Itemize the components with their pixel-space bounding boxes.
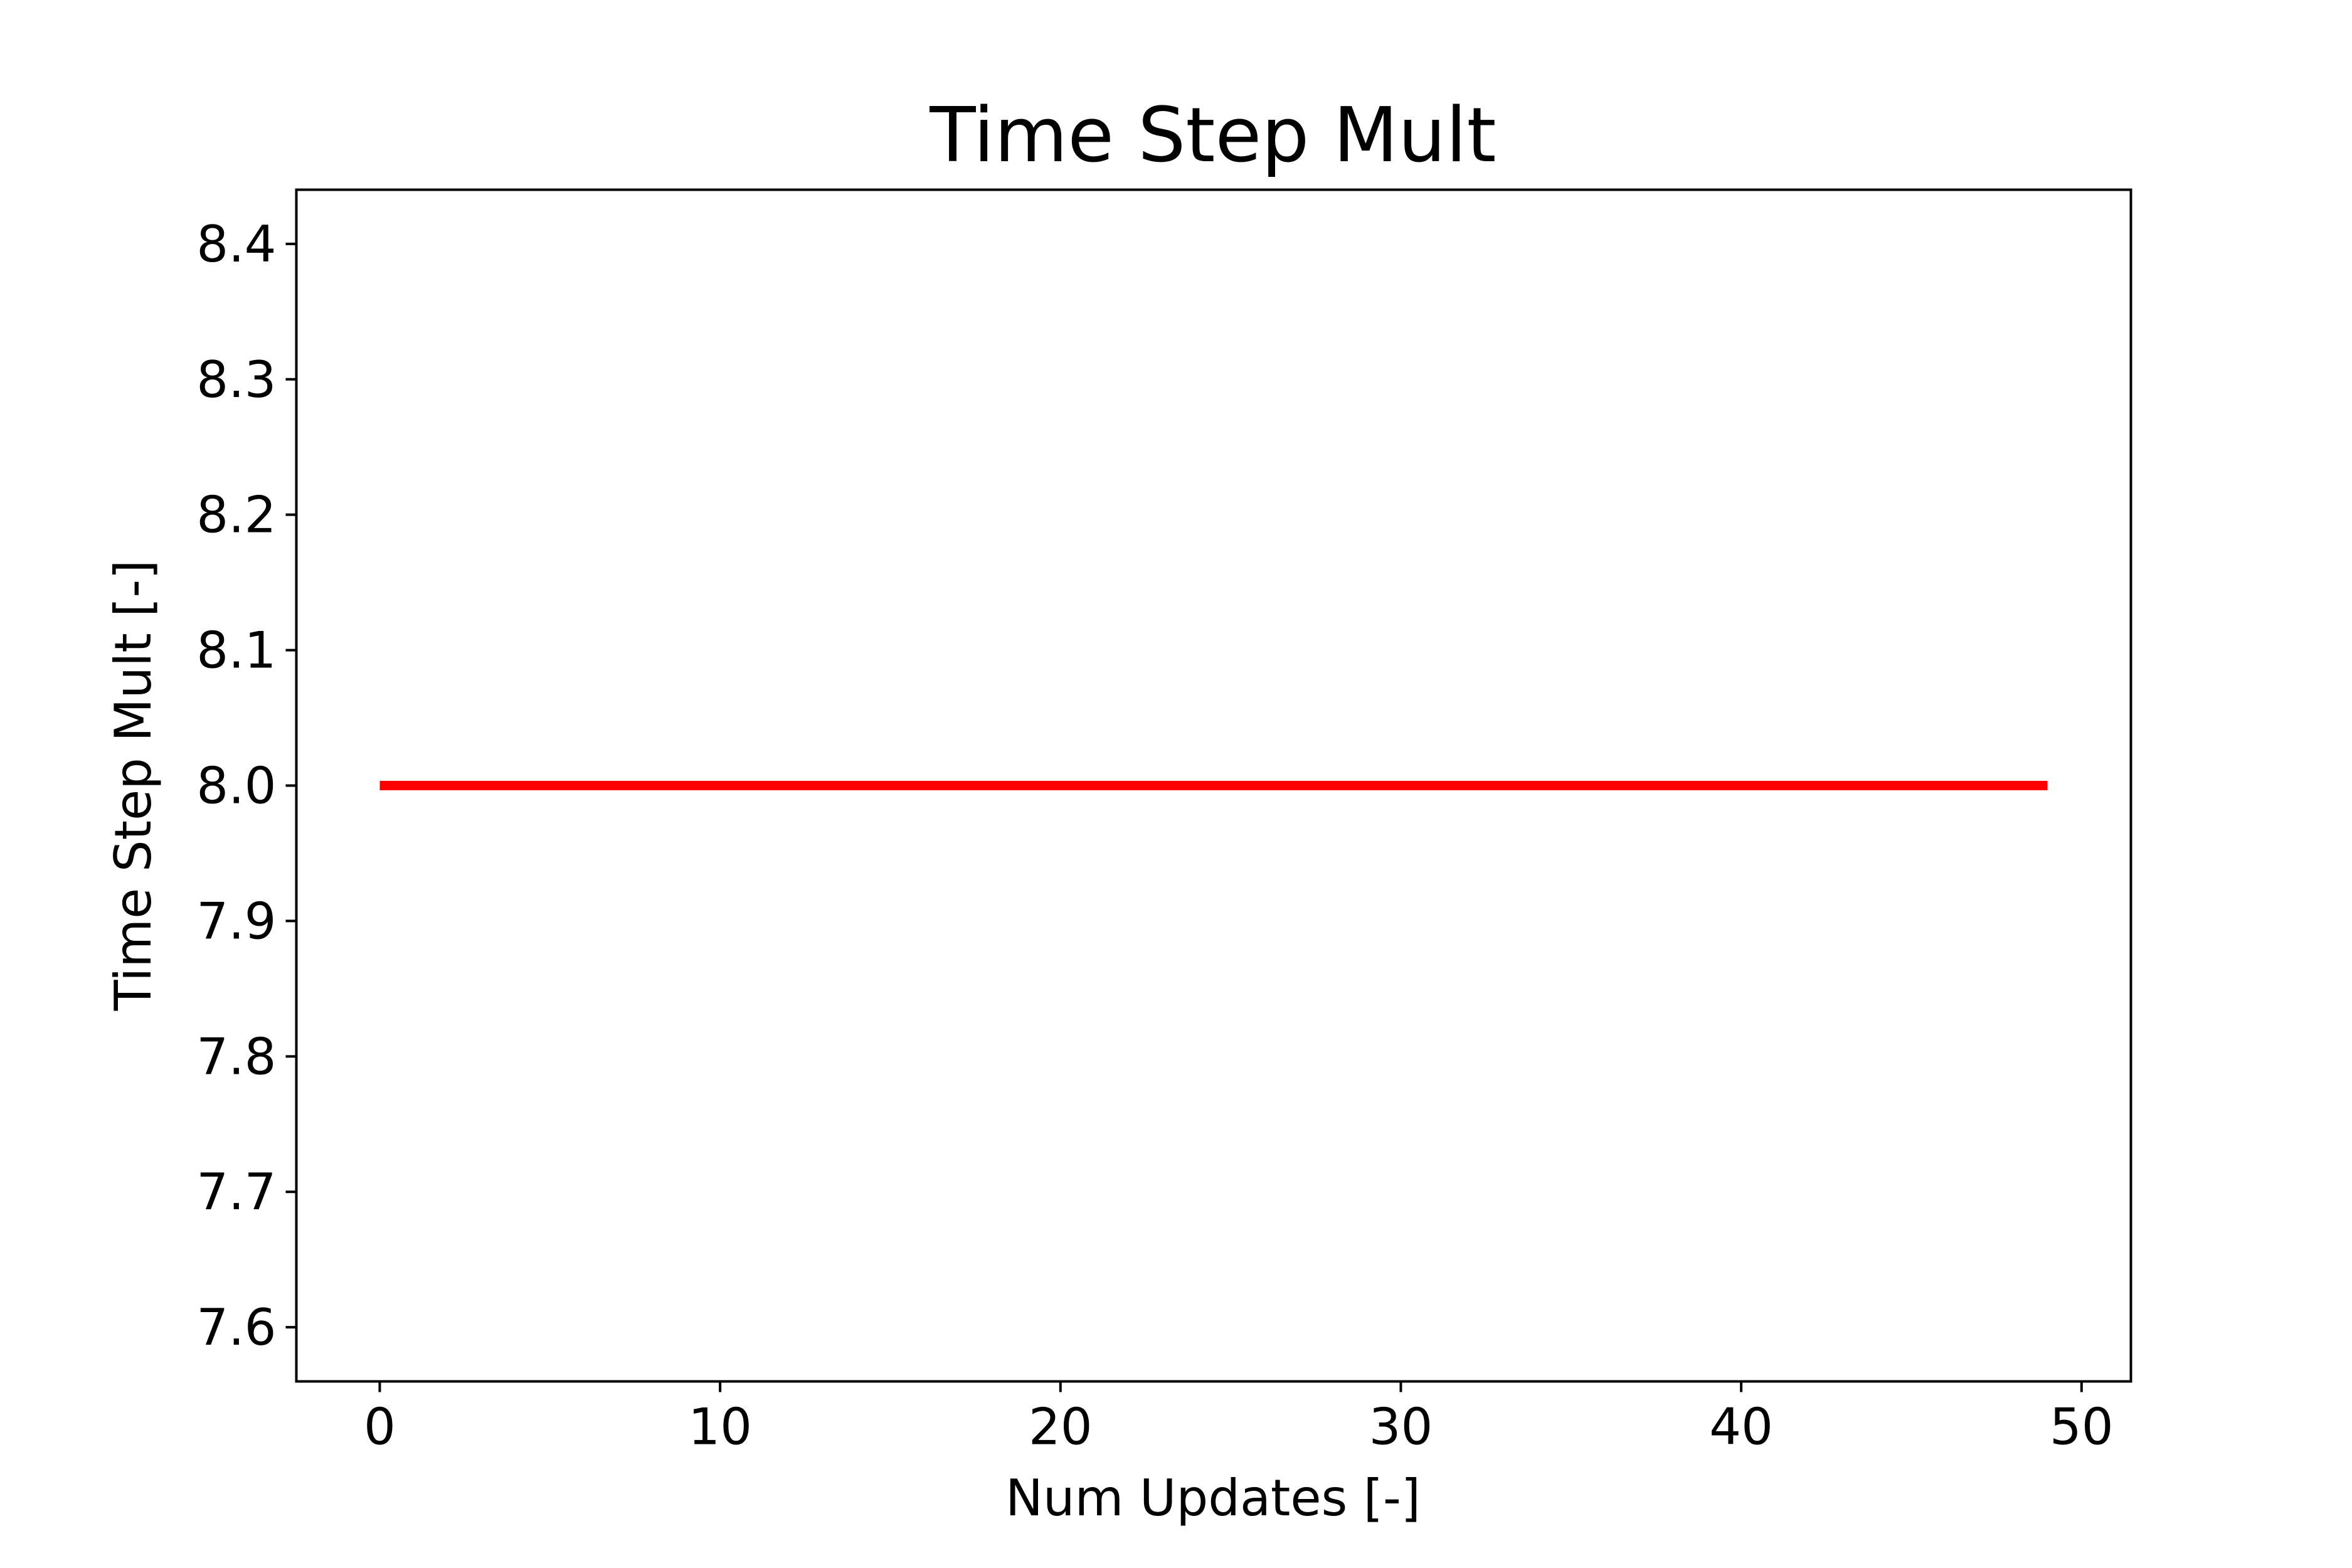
y-tick-label: 8.4 [196, 215, 276, 273]
x-tick-label: 30 [1369, 1398, 1433, 1456]
x-axis-label: Num Updates [-] [1005, 1469, 1421, 1527]
chart-title: Time Step Mult [929, 92, 1496, 179]
y-tick-label: 8.0 [196, 757, 276, 815]
plot-area-frame [295, 188, 2132, 1383]
y-tick-label: 7.9 [196, 892, 276, 950]
x-axis-ticks: 0 10 20 30 40 50 [364, 1381, 2114, 1456]
y-axis-label: Time Step Mult [-] [104, 560, 162, 1012]
y-axis-ticks: 7.6 7.7 7.8 7.9 8.0 8.1 8.2 8.3 8.4 [196, 215, 297, 1357]
y-tick-label: 7.6 [196, 1298, 276, 1357]
x-tick-label: 10 [688, 1398, 752, 1456]
x-tick-label: 20 [1029, 1398, 1093, 1456]
x-tick-label: 40 [1709, 1398, 1773, 1456]
x-tick-label: 0 [364, 1398, 396, 1456]
y-tick-label: 7.8 [196, 1027, 276, 1086]
y-tick-label: 8.2 [196, 486, 276, 544]
y-tick-label: 8.1 [196, 622, 276, 680]
y-tick-label: 8.3 [196, 351, 276, 409]
x-tick-label: 50 [2050, 1398, 2114, 1456]
y-tick-label: 7.7 [196, 1163, 276, 1221]
